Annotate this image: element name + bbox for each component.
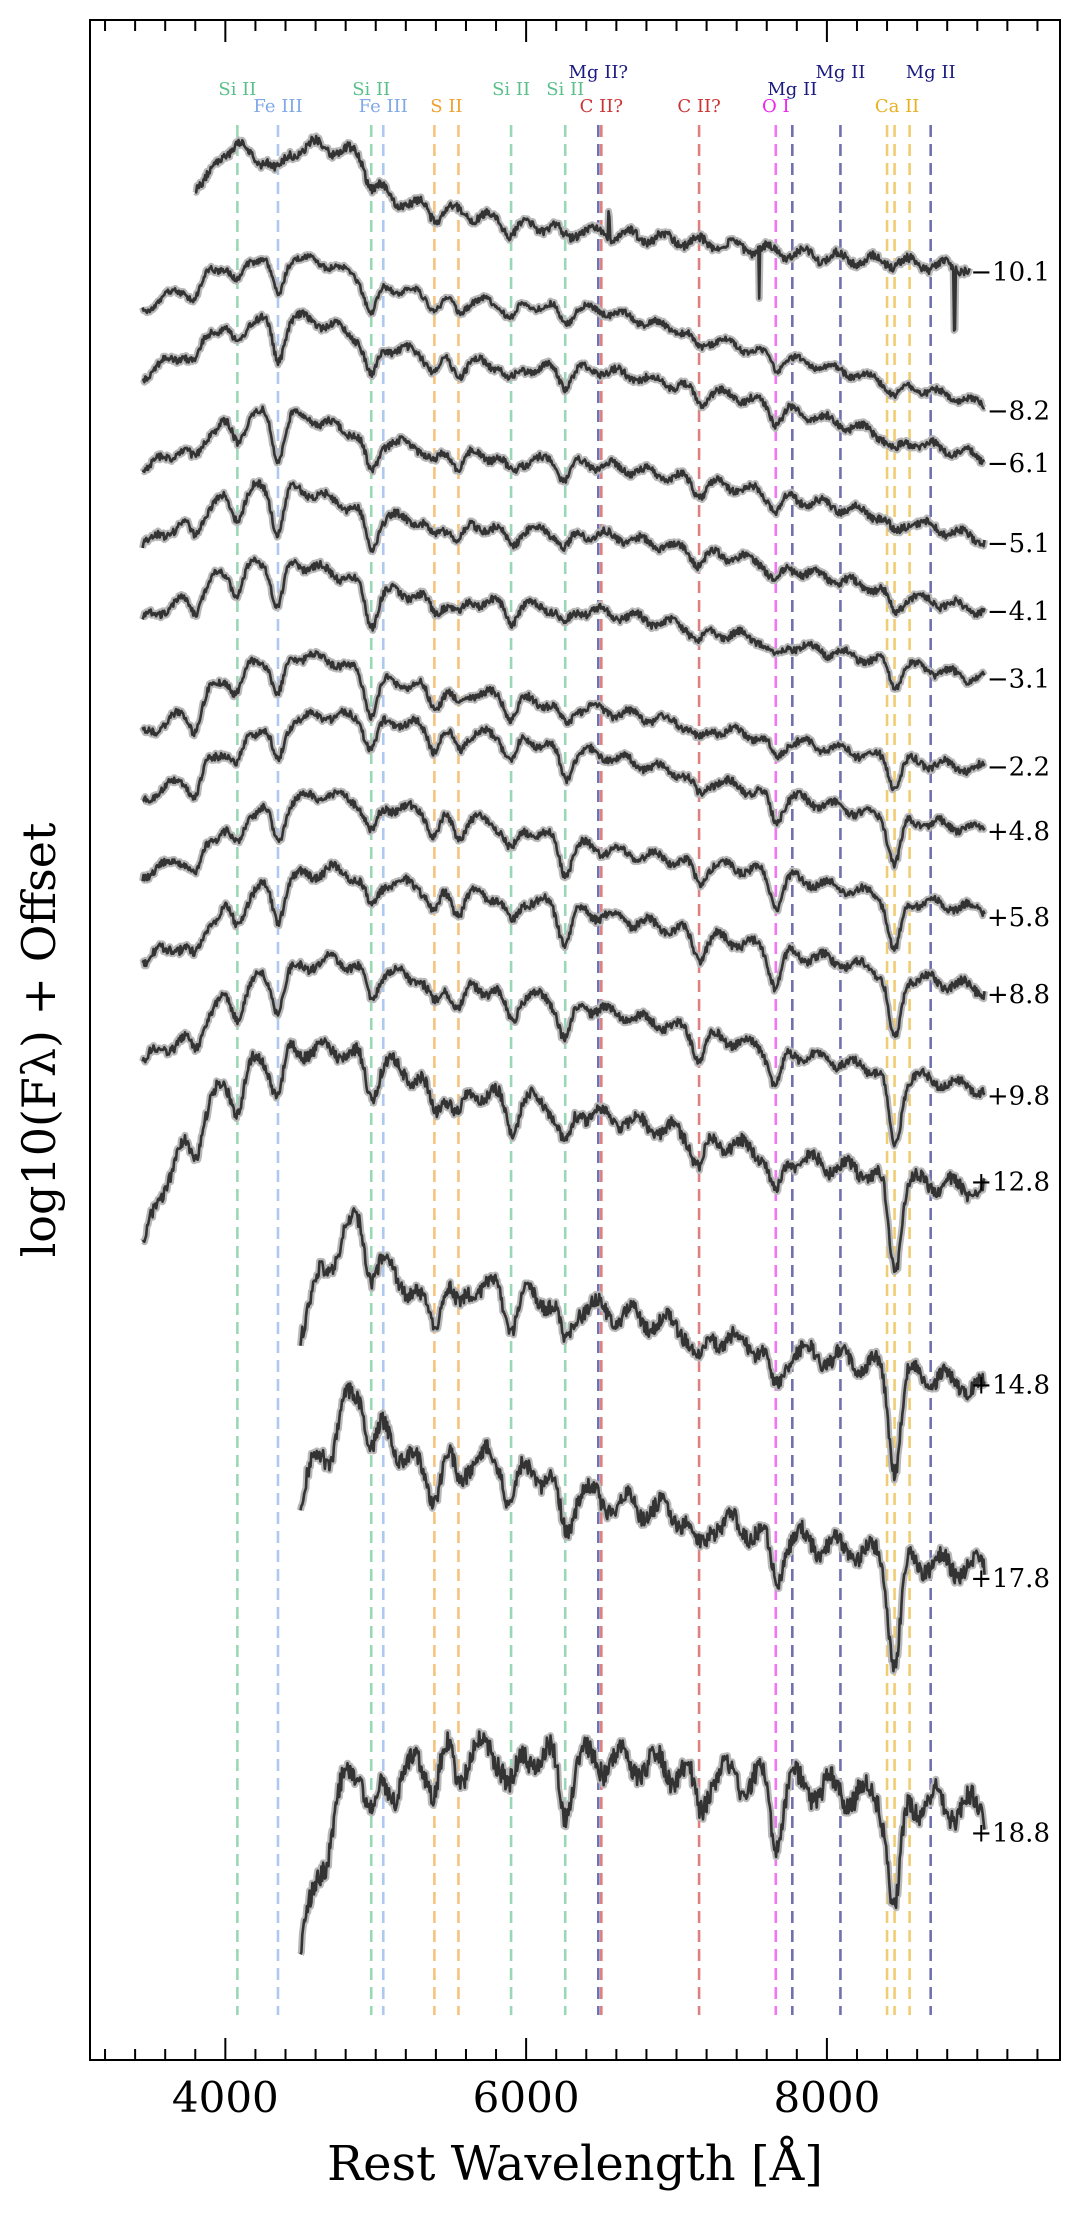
spectrum-line <box>141 253 986 410</box>
spectrum-line <box>141 479 986 618</box>
line-label: Si II <box>492 79 530 100</box>
epoch-label: −8.2 <box>987 397 1050 427</box>
epoch-label: −4.1 <box>987 597 1050 627</box>
line-label: Ca II <box>875 96 919 117</box>
epoch-label: −2.2 <box>987 752 1050 782</box>
spectrum-line <box>141 309 986 465</box>
spectrum-line <box>299 1382 986 1673</box>
line-label: Mg II <box>815 62 865 83</box>
epoch-label: −6.1 <box>987 449 1050 479</box>
spectrum-line <box>141 789 986 952</box>
epoch-label: −10.1 <box>970 257 1050 287</box>
plot-frame <box>89 19 1061 2061</box>
spectrum-line <box>194 134 971 332</box>
epoch-label: +17.8 <box>970 1564 1050 1594</box>
spectrum-line <box>142 707 986 869</box>
line-label: Fe III <box>253 96 302 117</box>
spectrum-line <box>141 860 986 1038</box>
x-tick-label: 6000 <box>473 2073 580 2122</box>
spectrum-line <box>299 1207 986 1482</box>
epoch-label: +18.8 <box>970 1819 1050 1849</box>
epoch-label: +5.8 <box>987 903 1050 933</box>
x-axis-label: Rest Wavelength [Å] <box>327 2135 823 2192</box>
spectrum-line <box>299 1730 986 1955</box>
epoch-label: +12.8 <box>970 1167 1050 1197</box>
line-label: O I <box>762 96 790 117</box>
y-axis-label: log10(Fλ) + Offset <box>12 822 66 1257</box>
x-tick-label: 8000 <box>773 2073 880 2122</box>
line-label: Mg II <box>767 79 817 100</box>
spectrum-error <box>297 1205 988 1484</box>
x-tick-label: 4000 <box>172 2073 279 2122</box>
epoch-label: +8.8 <box>987 980 1050 1010</box>
line-label: S II <box>430 96 462 117</box>
spectrum-error <box>140 705 988 871</box>
epoch-label: −5.1 <box>987 529 1050 559</box>
x-axis-ticks: 4000 6000 8000 <box>104 20 1039 2122</box>
line-label: C II? <box>580 96 623 117</box>
line-label: Mg II? <box>569 62 629 83</box>
spectrum-line <box>141 650 986 792</box>
spectrum-line <box>141 405 986 548</box>
epoch-label: −3.1 <box>987 664 1050 694</box>
epoch-label: +4.8 <box>987 817 1050 847</box>
line-label: Si II <box>352 79 390 100</box>
line-label: C II? <box>677 96 720 117</box>
spectrum-line <box>141 556 986 691</box>
line-label: Si II <box>546 79 584 100</box>
line-label: Mg II <box>906 62 956 83</box>
spectrum-line <box>141 1037 986 1274</box>
epoch-labels: −10.1 −8.2 −6.1 −5.1 −4.1 −3.1 −2.2 +4.8 +5.8 +8.… <box>970 257 1050 1848</box>
spectra-group <box>139 132 988 1956</box>
spectrum-line <box>141 951 986 1148</box>
line-label: Si II <box>218 79 256 100</box>
line-label: Fe III <box>359 96 408 117</box>
epoch-label: +14.8 <box>970 1371 1050 1401</box>
spectrum-error <box>139 948 988 1150</box>
epoch-label: +9.8 <box>987 1082 1050 1112</box>
spectrum-error <box>297 1380 988 1675</box>
